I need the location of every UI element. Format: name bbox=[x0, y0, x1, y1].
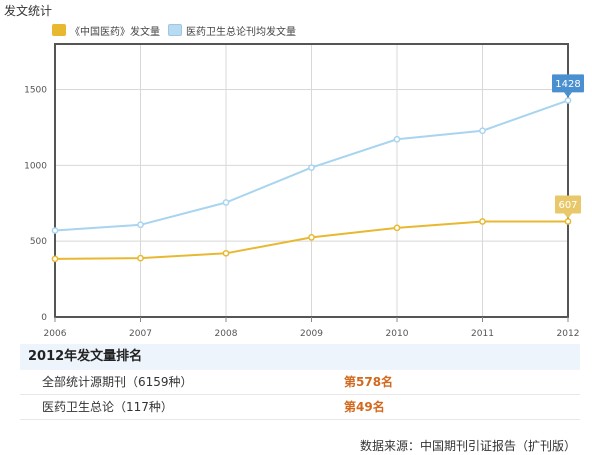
chart-title: 发文统计 bbox=[4, 4, 53, 18]
end-value-label-pointer bbox=[564, 92, 572, 98]
legend-swatch-series-2 bbox=[168, 24, 182, 36]
series-point-1 bbox=[137, 254, 144, 262]
y-tick-label: 1000 bbox=[24, 161, 47, 171]
legend-item-series-1[interactable]: 《中国医药》发文量 bbox=[52, 23, 160, 38]
series-point-2 bbox=[222, 199, 230, 206]
end-value-label: 607 bbox=[558, 200, 577, 211]
y-tick-label: 1500 bbox=[24, 86, 47, 96]
series-point-2 bbox=[564, 97, 572, 104]
end-value-label: 1428 bbox=[555, 79, 580, 90]
series-point-1 bbox=[308, 234, 315, 241]
y-tick-label: 0 bbox=[41, 313, 47, 323]
series-point-2 bbox=[51, 227, 59, 234]
legend-swatch-series-1 bbox=[52, 24, 66, 36]
series-point-1 bbox=[393, 224, 401, 232]
x-tick-label: 2007 bbox=[129, 329, 152, 339]
x-tick-label: 2008 bbox=[215, 329, 238, 339]
ranking-row: 全部统计源期刊（6159种） 第578名 bbox=[20, 370, 580, 395]
series-point-1 bbox=[479, 218, 486, 225]
ranking-header: 2012年发文量排名 bbox=[20, 344, 580, 370]
line-chart: 2006 2007 2008 2009 2010 2011 2012 0 500 1000 150… bbox=[24, 43, 584, 339]
y-tick-label: 500 bbox=[30, 237, 47, 247]
ranking-row-name: 医药卫生总论（117种） bbox=[42, 400, 173, 414]
x-tick-label: 2011 bbox=[471, 329, 494, 339]
end-value-label-pointer bbox=[564, 213, 572, 219]
chart-legend: 《中国医药》发文量 医药卫生总论刊均发文量 bbox=[52, 22, 304, 38]
legend-item-series-2[interactable]: 医药卫生总论刊均发文量 bbox=[168, 23, 296, 38]
series-point-1 bbox=[222, 249, 230, 257]
data-source-note: 数据来源：中国期刊引证报告（扩刊版） bbox=[359, 439, 576, 453]
x-tick-label: 2010 bbox=[386, 329, 409, 339]
series-point-1 bbox=[51, 255, 59, 263]
end-value-label-box bbox=[555, 195, 581, 214]
x-tick-label: 2009 bbox=[300, 329, 323, 339]
ranking-section: 2012年发文量排名 全部统计源期刊（6159种） 第578名 医药卫生总论（1… bbox=[20, 344, 580, 420]
legend-label-series-2: 医药卫生总论刊均发文量 bbox=[186, 26, 296, 38]
ranking-row-name: 全部统计源期刊（6159种） bbox=[42, 375, 193, 389]
series-point-2 bbox=[393, 135, 401, 143]
series-point-2 bbox=[479, 127, 486, 135]
ranking-row-value: 第49名 bbox=[344, 400, 385, 414]
ranking-row-value: 第578名 bbox=[344, 375, 394, 389]
ranking-row: 医药卫生总论（117种） 第49名 bbox=[20, 395, 580, 420]
legend-label-series-1: 《中国医药》发文量 bbox=[70, 26, 160, 38]
series-point-1 bbox=[564, 218, 572, 225]
end-value-label-box bbox=[552, 74, 584, 93]
x-tick-label: 2006 bbox=[44, 329, 67, 339]
series-point-2 bbox=[308, 164, 315, 171]
series-point-2 bbox=[137, 221, 144, 229]
x-tick-label: 2012 bbox=[557, 329, 580, 339]
